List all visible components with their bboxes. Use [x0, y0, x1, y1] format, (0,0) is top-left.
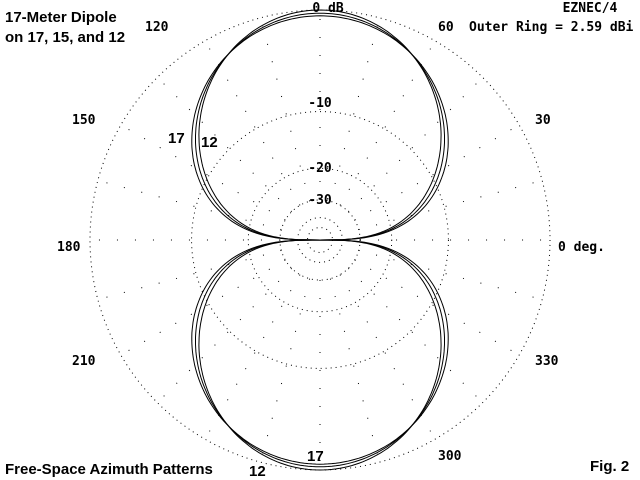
grid-spoke	[329, 278, 381, 463]
angle-label-210: 210	[72, 354, 96, 369]
curve-label-17-lower: 17	[307, 448, 324, 465]
figure-label: Fig. 2	[590, 458, 629, 475]
grid-spoke	[358, 179, 543, 231]
grid-spoke	[358, 249, 543, 301]
outer-ring-label: Outer Ring = 2.59 dBi	[469, 20, 634, 35]
grid-spoke	[157, 267, 293, 403]
grid-spoke	[347, 77, 483, 213]
grid-spoke	[347, 267, 483, 403]
pattern-curve-12	[198, 9, 442, 471]
curve-label-17-upper: 17	[168, 130, 185, 147]
ring-label-minus30: -30	[308, 193, 332, 208]
curve-label-12-upper: 12	[201, 134, 218, 151]
angle-label-150: 150	[72, 113, 96, 128]
title-line-2: on 17, 15, and 12	[5, 29, 125, 46]
curve-label-12-lower: 12	[249, 463, 266, 480]
angle-label-0: 0 deg.	[558, 240, 605, 255]
grid-spoke	[354, 259, 520, 356]
grid-ring	[191, 111, 449, 369]
angle-label-60: 60	[438, 20, 454, 35]
ring-label-0db: 0 dB	[312, 1, 343, 16]
angle-label-180: 180	[57, 240, 81, 255]
ring-label-minus10: -10	[308, 96, 332, 111]
angle-label-300: 300	[438, 449, 462, 464]
program-label: EZNEC/4	[563, 1, 618, 16]
angle-label-330: 330	[535, 354, 559, 369]
subtitle: Free-Space Azimuth Patterns	[5, 461, 213, 478]
ring-label-minus20: -20	[308, 161, 332, 176]
angle-label-120: 120	[145, 20, 169, 35]
grid-spoke	[354, 124, 520, 221]
grid-spoke	[329, 17, 381, 202]
grid-spoke	[97, 249, 282, 301]
grid-ring	[89, 9, 551, 471]
title-line-1: 17-Meter Dipole	[5, 9, 117, 26]
pattern-curves	[191, 9, 449, 471]
grid-spoke	[259, 278, 311, 463]
grid-spoke	[97, 179, 282, 231]
angle-label-30: 30	[535, 113, 551, 128]
grid-ring	[247, 167, 393, 313]
grid-spoke	[120, 259, 286, 356]
grid-spoke	[259, 17, 311, 202]
